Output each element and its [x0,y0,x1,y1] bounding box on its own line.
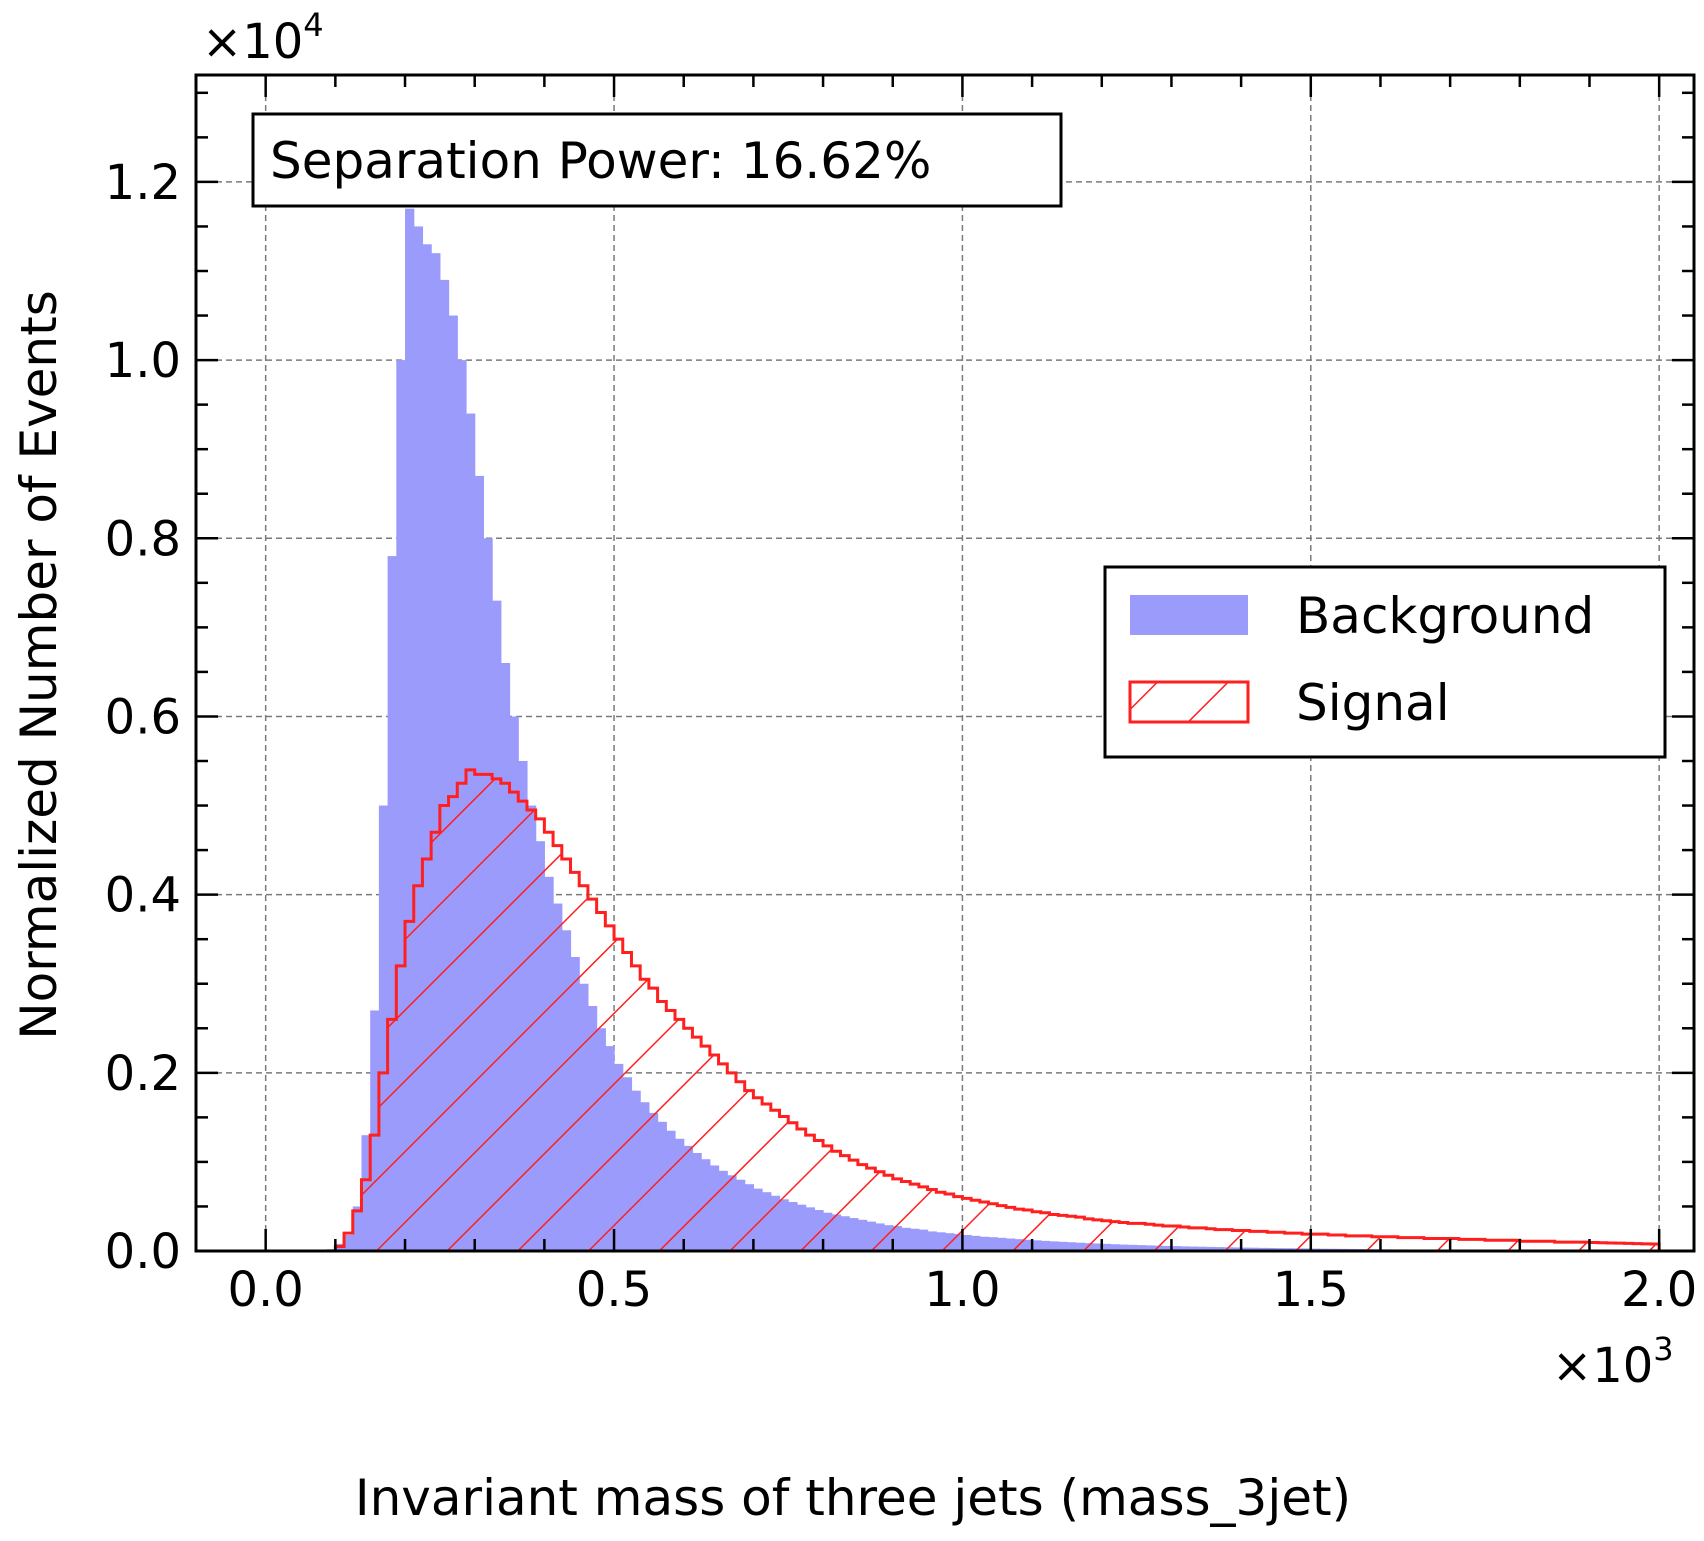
legend-label-background: Background [1296,587,1594,645]
y-multiplier-exponent: 4 [303,6,323,44]
y-tick-label: 0.8 [105,511,181,567]
legend-swatch-background [1130,595,1248,635]
signal-histogram [265,768,1661,1251]
separation-power-annotation: Separation Power: 16.62% [251,112,1063,208]
x-tick-label: 2.0 [1621,1262,1697,1318]
y-multiplier: ×104 [202,6,324,70]
y-tick-label: 1.0 [105,333,181,389]
y-axis-label: Normalized Number of Events [10,290,68,1040]
legend-label-signal: Signal [1296,674,1450,732]
background-bar [413,226,424,1251]
background-bar [448,315,458,1251]
signal-step-outline [265,768,1661,1251]
background-bar [422,244,432,1251]
x-tick-label: 1.0 [924,1262,1000,1318]
legend-swatch-signal [1128,680,1250,724]
background-bar [405,208,415,1251]
background-bar [378,805,389,1251]
annotation-box [251,112,1063,208]
y-tick-label: 0.2 [105,1046,181,1102]
background-bar [439,279,450,1251]
y-tick-label: 1.2 [105,155,181,211]
x-tick-label: 0.0 [228,1262,304,1318]
x-multiplier: ×103 [1552,1330,1674,1394]
background-bar [387,556,397,1251]
x-tick-label: 0.5 [576,1262,652,1318]
x-multiplier-exponent: 3 [1653,1330,1673,1368]
x-tick-label: 1.5 [1273,1262,1349,1318]
background-bar [396,360,406,1251]
y-tick-label: 0.4 [105,868,181,924]
legend: Background Signal [1103,565,1667,759]
y-tick-label: 0.0 [105,1224,181,1280]
y-tick-labels: 0.0 0.2 0.4 0.6 0.8 1.0 1.2 [105,155,181,1280]
background-bar [431,253,441,1251]
annotation-text: Separation Power: 16.62% [270,132,931,190]
x-tick-labels: 0.0 0.5 1.0 1.5 2.0 [228,1262,1698,1318]
x-axis-label: Invariant mass of three jets (mass_3jet) [355,1469,1351,1527]
background-bar [370,1010,380,1251]
y-tick-label: 0.6 [105,689,181,745]
axis-ticks [194,75,1694,1253]
plot-frame [194,73,1696,1253]
